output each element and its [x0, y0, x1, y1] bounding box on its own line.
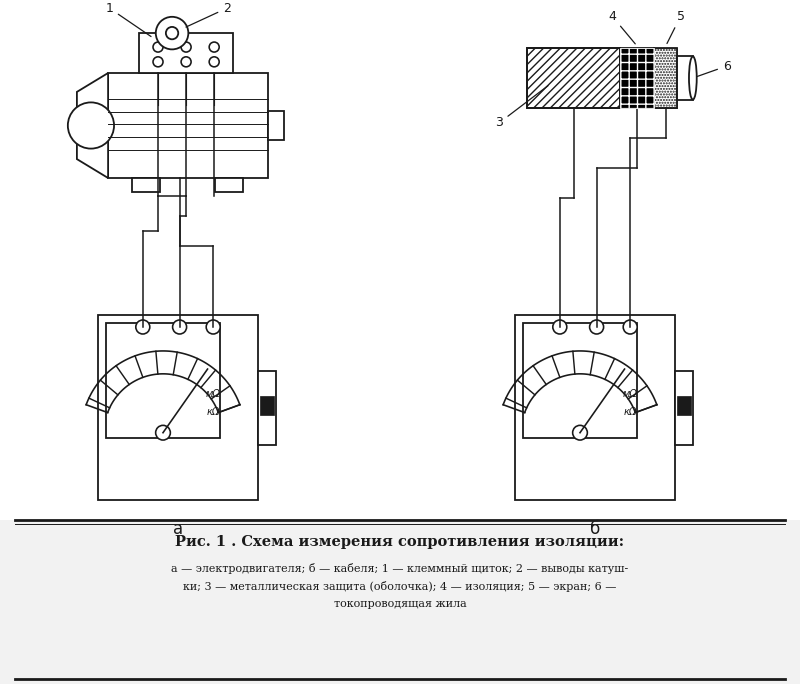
Circle shape — [209, 42, 219, 52]
Text: 5: 5 — [667, 10, 685, 44]
Text: Рис. 1 . Схема измерения сопротивления изоляции:: Рис. 1 . Схема измерения сопротивления и… — [175, 535, 625, 549]
Bar — [215, 178, 243, 192]
Circle shape — [166, 27, 178, 39]
Bar — [654, 48, 678, 108]
Circle shape — [181, 42, 191, 52]
Circle shape — [156, 425, 170, 440]
Circle shape — [573, 425, 587, 440]
Circle shape — [153, 57, 163, 67]
Circle shape — [136, 320, 150, 334]
Circle shape — [173, 320, 186, 334]
Circle shape — [209, 57, 219, 67]
Text: 1: 1 — [106, 1, 151, 36]
Bar — [106, 323, 220, 438]
Bar — [677, 397, 691, 415]
Circle shape — [68, 103, 114, 148]
Bar — [258, 371, 276, 445]
Bar — [98, 315, 258, 500]
Bar — [260, 397, 274, 415]
Bar — [678, 56, 693, 100]
Bar — [268, 111, 284, 140]
Bar — [675, 371, 693, 445]
Text: 4: 4 — [608, 10, 635, 44]
Text: 6: 6 — [695, 60, 730, 77]
Text: а: а — [173, 520, 183, 538]
Bar — [515, 315, 675, 500]
Bar — [108, 73, 268, 178]
Circle shape — [590, 320, 604, 334]
Bar — [131, 178, 159, 192]
Bar — [0, 520, 800, 684]
Text: мΩ: мΩ — [622, 389, 638, 399]
Text: 2: 2 — [186, 1, 231, 27]
Text: б: б — [590, 520, 600, 538]
Circle shape — [623, 320, 638, 334]
Ellipse shape — [689, 56, 697, 100]
Text: 3: 3 — [495, 86, 548, 129]
Text: мΩ: мΩ — [206, 389, 221, 399]
Circle shape — [206, 320, 220, 334]
Circle shape — [156, 17, 188, 49]
Bar — [654, 48, 678, 108]
Polygon shape — [77, 73, 108, 178]
Bar — [523, 323, 637, 438]
Bar — [620, 48, 654, 108]
Circle shape — [553, 320, 566, 334]
Circle shape — [153, 42, 163, 52]
Text: а — электродвигателя; б — кабеля; 1 — клеммный щиток; 2 — выводы катуш-: а — электродвигателя; б — кабеля; 1 — кл… — [171, 562, 629, 573]
Bar — [620, 48, 654, 108]
Circle shape — [181, 57, 191, 67]
Bar — [527, 48, 620, 108]
Text: ки; 3 — металлическая защита (оболочка); 4 — изоляция; 5 — экран; 6 —: ки; 3 — металлическая защита (оболочка);… — [183, 581, 617, 592]
Text: кΩ: кΩ — [623, 408, 637, 417]
Text: кΩ: кΩ — [206, 408, 220, 417]
Bar — [527, 48, 620, 108]
Text: токопроводящая жила: токопроводящая жила — [334, 599, 466, 609]
Bar — [139, 33, 233, 73]
